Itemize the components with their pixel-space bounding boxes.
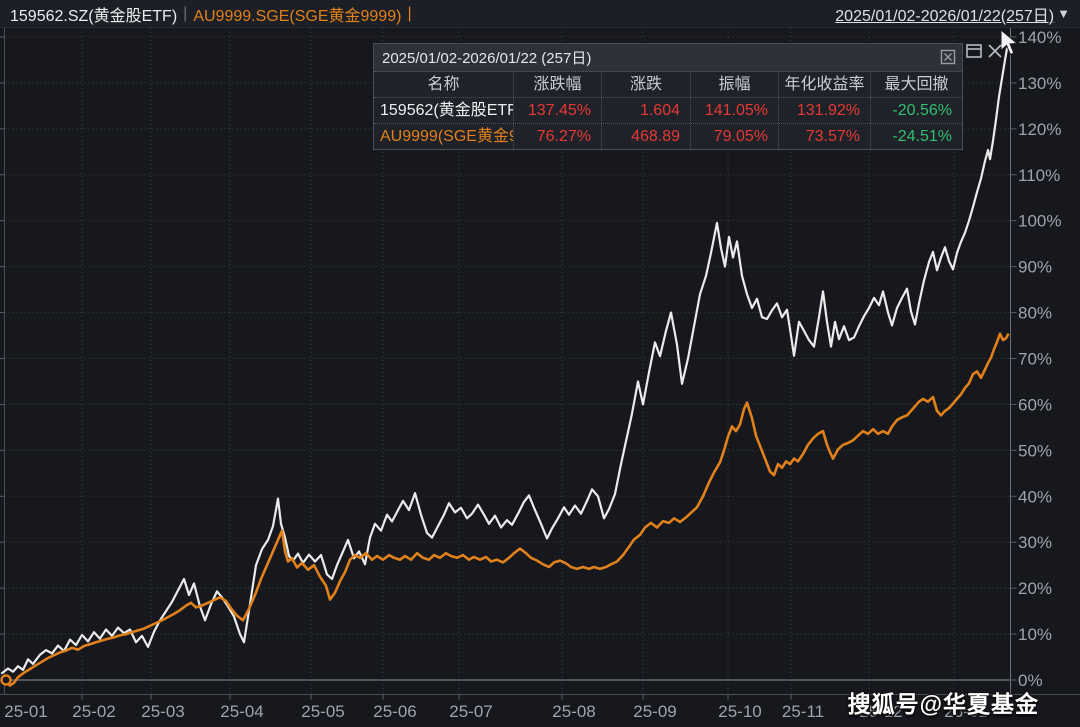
x-axis-label: 25-03 — [141, 702, 184, 721]
legend-separator-2: | — [407, 4, 412, 22]
x-axis-label: 25-08 — [552, 702, 595, 721]
x-axis-label: 25-04 — [220, 702, 263, 721]
date-range-selector[interactable]: 2025/01/02-2026/01/22(257日) — [835, 7, 1055, 25]
y-axis-label: 20% — [1018, 579, 1052, 598]
col-header-amplitude: 振幅 — [691, 72, 779, 97]
y-axis-label: 40% — [1018, 487, 1052, 506]
row2-name: AU9999(SGE黄金99 — [374, 124, 514, 149]
col-header-change-pct: 涨跌幅 — [514, 72, 602, 97]
y-axis-label: 130% — [1018, 74, 1061, 93]
legend-series2-label[interactable]: AU9999.SGE(SGE黄金9999) — [193, 7, 402, 25]
series-line-au9999 — [0, 332, 1010, 687]
x-axis-label: 25-10 — [718, 702, 761, 721]
triangle-down-icon[interactable]: ▼ — [1057, 6, 1070, 21]
row2-change-pct: 76.27% — [514, 124, 602, 149]
table-row-159562: 159562(黄金股ETF) 137.45% 1.604 141.05% 131… — [374, 97, 962, 123]
x-axis-label: 25-06 — [373, 702, 416, 721]
row2-change: 468.89 — [602, 124, 691, 149]
stats-tooltip-panel[interactable]: 2025/01/02-2026/01/22 (257日) 名称 涨跌幅 涨跌 振… — [373, 43, 963, 150]
watermark: 搜狐号@华夏基金 — [847, 691, 1039, 717]
y-axis-label: 90% — [1018, 258, 1052, 277]
col-header-change: 涨跌 — [602, 72, 691, 97]
tooltip-header-row: 名称 涨跌幅 涨跌 振幅 年化收益率 最大回撤 — [374, 72, 962, 97]
col-header-annualized: 年化收益率 — [779, 72, 871, 97]
x-axis-label: 25-02 — [72, 702, 115, 721]
y-axis-label: 50% — [1018, 441, 1052, 460]
tooltip-title-row: 2025/01/02-2026/01/22 (257日) — [374, 44, 962, 72]
row1-max-drawdown: -20.56% — [892, 102, 952, 119]
y-axis-label: 70% — [1018, 349, 1052, 368]
x-axis-label: 25-12 — [859, 702, 902, 721]
table-row-au9999: AU9999(SGE黄金99 76.27% 468.89 79.05% 73.5… — [374, 123, 962, 149]
x-axis-label: 25-07 — [449, 702, 492, 721]
row2-annualized: 73.57% — [779, 124, 871, 149]
row2-max-drawdown: -24.51% — [892, 128, 952, 145]
x-axis-label: 25-09 — [633, 702, 676, 721]
y-axis-label: 30% — [1018, 533, 1052, 552]
series-line-159562 — [0, 47, 1009, 675]
row1-change-pct: 137.45% — [514, 98, 602, 123]
tooltip-title: 2025/01/02-2026/01/22 (257日) — [382, 50, 592, 67]
x-axis-label: 26-01 — [944, 702, 987, 721]
col-header-max-drawdown: 最大回撤 — [884, 76, 949, 93]
y-axis-label: 0% — [1018, 671, 1043, 690]
row2-amplitude: 79.05% — [691, 124, 779, 149]
legend-series1-label[interactable]: 159562.SZ(黄金股ETF) — [10, 7, 178, 25]
top-legend-bar: 159562.SZ(黄金股ETF) | AU9999.SGE(SGE黄金9999… — [0, 0, 1080, 28]
legend-separator: | — [183, 4, 188, 22]
y-axis-label: 80% — [1018, 304, 1052, 323]
window-restore-icon[interactable] — [965, 42, 983, 60]
row1-annualized: 131.92% — [779, 98, 871, 123]
close-icon[interactable] — [986, 42, 1004, 60]
row1-amplitude: 141.05% — [691, 98, 779, 123]
y-axis-label: 140% — [1018, 28, 1061, 47]
series-start-marker — [0, 674, 12, 686]
tooltip-close-icon[interactable] — [940, 49, 956, 65]
y-axis-label: 100% — [1018, 212, 1061, 231]
y-axis-label: 110% — [1018, 166, 1060, 185]
x-axis-label: 25-11 — [782, 702, 824, 721]
x-axis-label: 25-01 — [4, 702, 47, 721]
row1-name: 159562(黄金股ETF) — [374, 98, 514, 123]
x-axis-label: 25-05 — [301, 702, 344, 721]
y-axis-label: 60% — [1018, 395, 1052, 414]
mouse-cursor — [1000, 28, 1019, 56]
row1-change: 1.604 — [602, 98, 691, 123]
y-axis-label: 120% — [1018, 120, 1061, 139]
y-axis-label: 10% — [1018, 625, 1052, 644]
col-header-name: 名称 — [374, 72, 514, 97]
